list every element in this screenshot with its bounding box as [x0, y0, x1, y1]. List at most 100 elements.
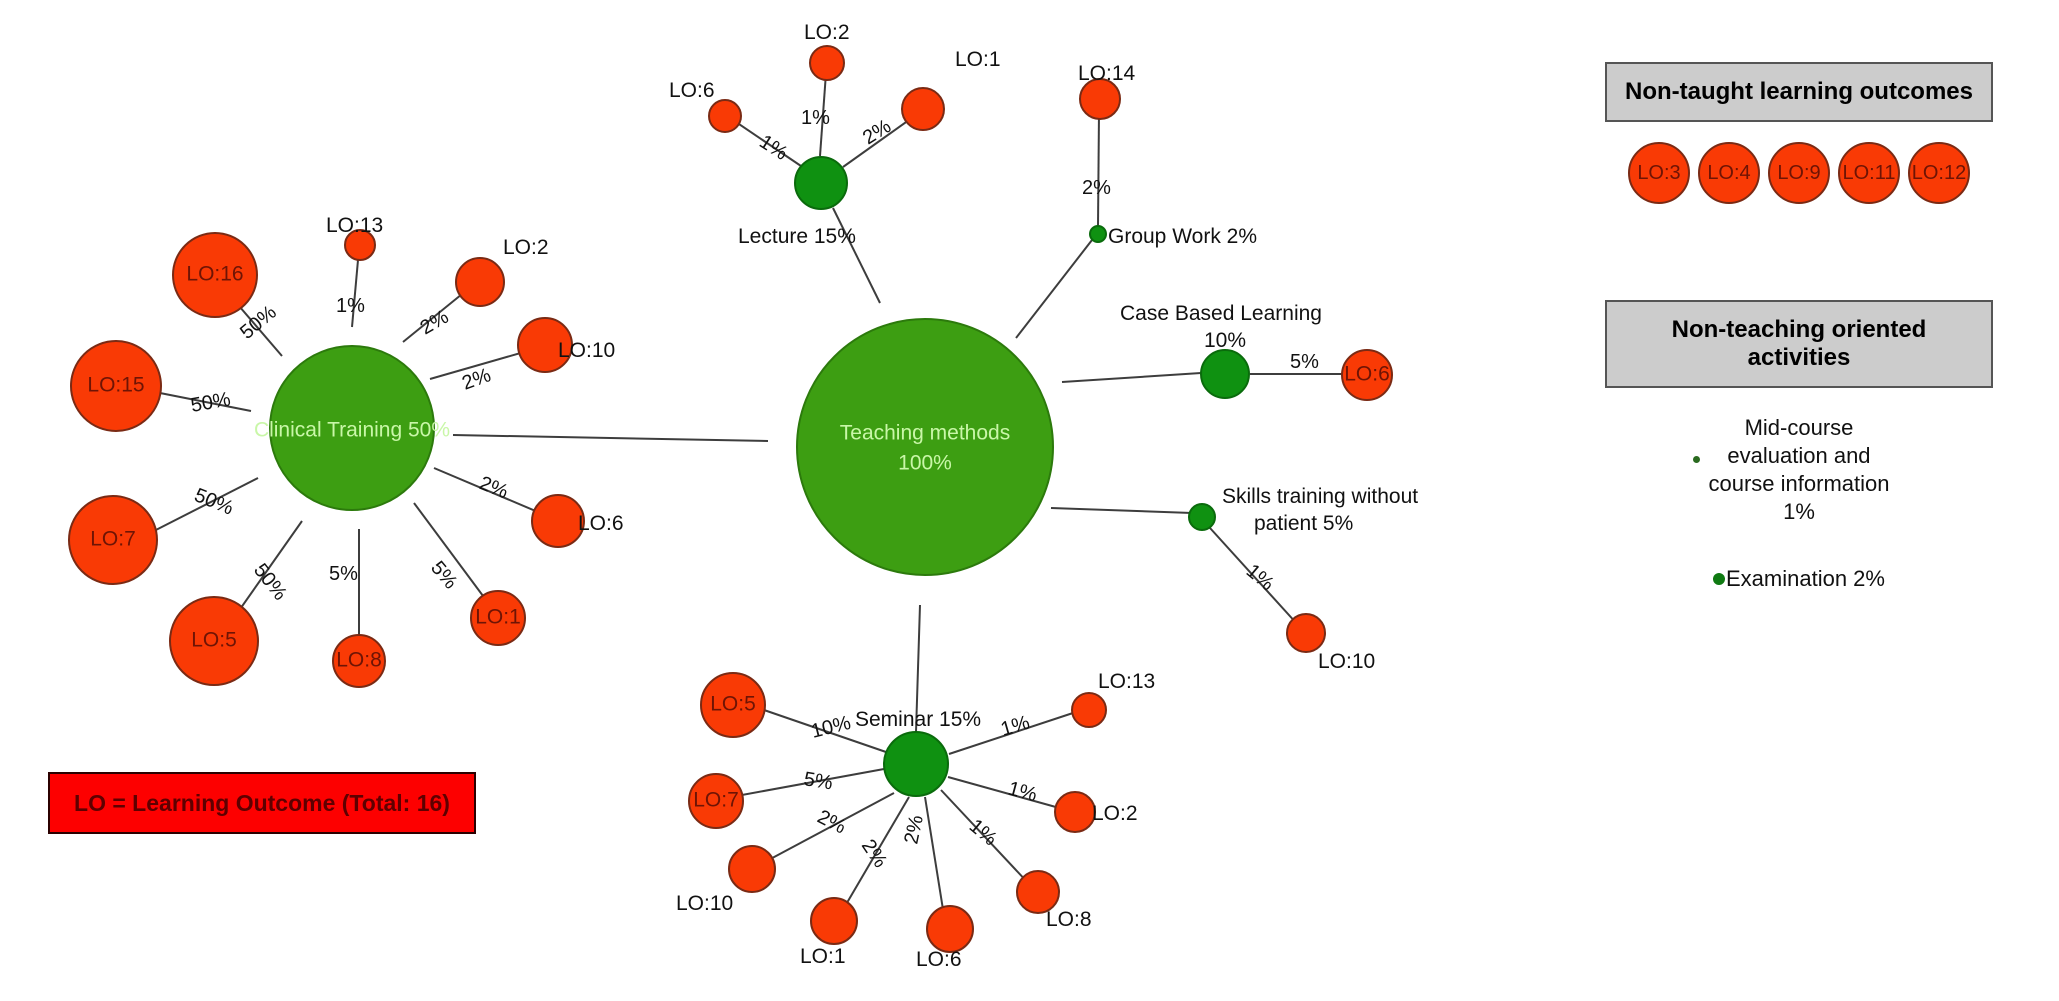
edge-link: [452, 434, 769, 442]
weight-lecture-lo6: 1%: [755, 131, 791, 165]
node-lo-8-clinical[interactable]: [332, 634, 386, 688]
node-clinical-training[interactable]: [269, 345, 435, 511]
node-lo-5-seminar[interactable]: [700, 672, 766, 738]
weight-cbl-lo6: 5%: [1290, 351, 1319, 373]
weight-clinical-lo1: 5%: [426, 557, 462, 593]
node-lo-6-clinical[interactable]: [531, 494, 585, 548]
node-lo-15[interactable]: [70, 340, 162, 432]
weight-clinical-lo15: 50%: [189, 388, 232, 417]
weight-skills-lo10: 1%: [1242, 560, 1278, 596]
weight-clinical-lo13: 1%: [336, 295, 365, 317]
label-lecture: Lecture 15%: [738, 225, 856, 248]
label-lo-2-clinical: LO:2: [503, 236, 549, 259]
node-lo-6-seminar[interactable]: [926, 905, 974, 953]
label-lo-1-seminar: LO:1: [800, 945, 846, 968]
node-skills-training[interactable]: [1188, 503, 1216, 531]
panel-non-taught-learning-outcomes: Non-taught learning outcomes LO:3 LO:4 LO:…: [1605, 62, 1993, 204]
node-lo-10-skills[interactable]: [1286, 613, 1326, 653]
node-lo-10-clinical[interactable]: [517, 317, 573, 373]
non-taught-outcome-chip[interactable]: LO:4: [1698, 142, 1760, 204]
weight-lecture-lo2: 1%: [801, 107, 830, 129]
label-lo-6-lecture: LO:6: [669, 79, 715, 102]
edge-link: [763, 709, 887, 753]
edge-link: [351, 259, 359, 328]
edge-link: [840, 796, 910, 914]
weight-lecture-lo1: 2%: [859, 115, 895, 149]
node-group-work[interactable]: [1089, 225, 1107, 243]
edge-link: [924, 796, 946, 923]
edge-link: [429, 349, 532, 380]
node-case-based-learning[interactable]: [1200, 349, 1250, 399]
non-taught-outcome-chip[interactable]: LO:12: [1908, 142, 1970, 204]
label-lo-13-seminar: LO:13: [1098, 670, 1155, 693]
label-teaching-methods-pct: 100%: [898, 452, 952, 475]
label-lo-1-clinical: LO:1: [475, 606, 521, 629]
edge-link: [760, 792, 895, 865]
weight-clinical-lo8: 5%: [329, 563, 358, 585]
label-clinical-training: Clinical Training 50%: [254, 419, 450, 442]
weight-seminar-lo1: 2%: [857, 835, 892, 871]
label-lo-15: LO:15: [87, 374, 144, 397]
node-lo-2-clinical[interactable]: [455, 257, 505, 307]
label-lo-6-clinical: LO:6: [578, 512, 624, 535]
node-lo-14-groupwork[interactable]: [1079, 78, 1121, 120]
label-lo-8-clinical: LO:8: [336, 649, 382, 672]
weight-clinical-lo2: 2%: [417, 306, 453, 340]
node-lo-1-lecture[interactable]: [901, 87, 945, 131]
label-lo-1-lecture: LO:1: [955, 48, 1001, 71]
edge-link: [1050, 507, 1193, 514]
label-lo-6-seminar: LO:6: [916, 948, 962, 971]
node-lo-10-seminar[interactable]: [728, 845, 776, 893]
non-taught-outcome-chip[interactable]: LO:3: [1628, 142, 1690, 204]
label-teaching-methods: Teaching methods: [840, 422, 1010, 445]
activity-line-4: 1%: [1783, 499, 1815, 524]
activity-examination-label: Examination 2%: [1726, 566, 1885, 591]
weight-seminar-lo13: 1%: [998, 712, 1032, 741]
edge-link: [1015, 239, 1093, 339]
node-lo-6-cbl[interactable]: [1341, 349, 1393, 401]
weight-clinical-lo5: 50%: [249, 560, 291, 605]
node-lo-1-clinical[interactable]: [470, 590, 526, 646]
node-lo-13-seminar[interactable]: [1071, 692, 1107, 728]
edge-link: [149, 477, 259, 534]
non-taught-outcome-list: LO:3 LO:4 LO:9 LO:11 LO:12: [1605, 142, 1993, 204]
edge-link: [402, 289, 468, 343]
label-lo-6-cbl: LO:6: [1344, 363, 1390, 386]
panel-non-taught-title: Non-taught learning outcomes: [1605, 62, 1993, 122]
node-lo-1-seminar[interactable]: [810, 897, 858, 945]
activity-mid-course-text: Mid-course evaluation and course informa…: [1692, 414, 1889, 526]
node-teaching-methods[interactable]: [796, 318, 1054, 576]
label-lo-5-seminar: LO:5: [710, 693, 756, 716]
node-lo-2-seminar[interactable]: [1054, 791, 1096, 833]
activity-examination: Examination 2%: [1605, 566, 1993, 592]
non-taught-outcome-chip[interactable]: LO:11: [1838, 142, 1900, 204]
node-lo-7-seminar[interactable]: [688, 773, 744, 829]
edge-link: [1209, 527, 1299, 626]
node-lo-2-lecture[interactable]: [809, 45, 845, 81]
weight-seminar-lo6: 2%: [900, 813, 928, 846]
node-lo-7-clinical[interactable]: [68, 495, 158, 585]
weight-seminar-lo2: 1%: [1006, 778, 1040, 807]
node-lo-6-lecture[interactable]: [708, 99, 742, 133]
edge-link: [732, 119, 802, 167]
edge-link: [940, 789, 1031, 886]
label-lo-2-lecture: LO:2: [804, 21, 850, 44]
edge-link: [947, 776, 1064, 810]
edge-link: [159, 392, 252, 412]
activity-mid-course-evaluation: Mid-course evaluation and course informa…: [1605, 414, 1993, 526]
label-skills-training: Skills training without: [1222, 485, 1418, 508]
node-lo-16[interactable]: [172, 232, 258, 318]
node-lo-8-seminar[interactable]: [1016, 870, 1060, 914]
node-seminar[interactable]: [883, 731, 949, 797]
panel-non-teaching-title: Non-teaching oriented activities: [1605, 300, 1993, 388]
node-lecture[interactable]: [794, 156, 848, 210]
label-lo-2-seminar: LO:2: [1092, 802, 1138, 825]
node-lo-5-clinical[interactable]: [169, 596, 259, 686]
label-lo-5-clinical: LO:5: [191, 629, 237, 652]
legend-learning-outcome-text: LO = Learning Outcome (Total: 16): [74, 789, 450, 816]
non-taught-outcome-chip[interactable]: LO:9: [1768, 142, 1830, 204]
node-lo-13-clinical[interactable]: [344, 229, 376, 261]
label-case-based-learning: Case Based Learning: [1120, 302, 1322, 325]
edge-link: [842, 114, 917, 168]
weight-seminar-lo7: 5%: [802, 768, 834, 794]
